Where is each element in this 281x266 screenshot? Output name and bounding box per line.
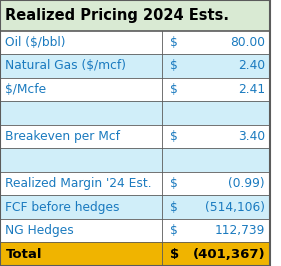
Text: $: $	[170, 248, 180, 261]
Text: FCF before hedges: FCF before hedges	[5, 201, 120, 214]
Text: 80.00: 80.00	[230, 36, 265, 49]
Text: $: $	[170, 177, 178, 190]
FancyBboxPatch shape	[0, 54, 270, 78]
Text: 112,739: 112,739	[215, 224, 265, 237]
Text: Oil ($/bbl): Oil ($/bbl)	[5, 36, 66, 49]
Text: (514,106): (514,106)	[205, 201, 265, 214]
Text: 2.41: 2.41	[238, 83, 265, 96]
Text: $: $	[170, 59, 178, 72]
FancyBboxPatch shape	[0, 219, 270, 243]
Text: 2.40: 2.40	[238, 59, 265, 72]
Text: (0.99): (0.99)	[228, 177, 265, 190]
FancyBboxPatch shape	[0, 101, 270, 125]
FancyBboxPatch shape	[0, 78, 270, 101]
Text: (401,367): (401,367)	[192, 248, 265, 261]
Text: $: $	[170, 36, 178, 49]
Text: Realized Margin '24 Est.: Realized Margin '24 Est.	[5, 177, 152, 190]
FancyBboxPatch shape	[0, 0, 270, 31]
Text: 3.40: 3.40	[238, 130, 265, 143]
Text: $: $	[170, 224, 178, 237]
Text: $/Mcfe: $/Mcfe	[5, 83, 47, 96]
Text: $: $	[170, 130, 178, 143]
Text: $: $	[170, 83, 178, 96]
Text: Breakeven per Mcf: Breakeven per Mcf	[5, 130, 120, 143]
Text: Natural Gas ($/mcf): Natural Gas ($/mcf)	[5, 59, 126, 72]
FancyBboxPatch shape	[0, 195, 270, 219]
FancyBboxPatch shape	[0, 243, 270, 266]
Text: $: $	[170, 201, 178, 214]
FancyBboxPatch shape	[0, 31, 270, 54]
FancyBboxPatch shape	[0, 148, 270, 172]
Text: Realized Pricing 2024 Ests.: Realized Pricing 2024 Ests.	[5, 8, 229, 23]
FancyBboxPatch shape	[0, 172, 270, 195]
Text: Total: Total	[5, 248, 42, 261]
FancyBboxPatch shape	[0, 125, 270, 148]
Text: NG Hedges: NG Hedges	[5, 224, 74, 237]
